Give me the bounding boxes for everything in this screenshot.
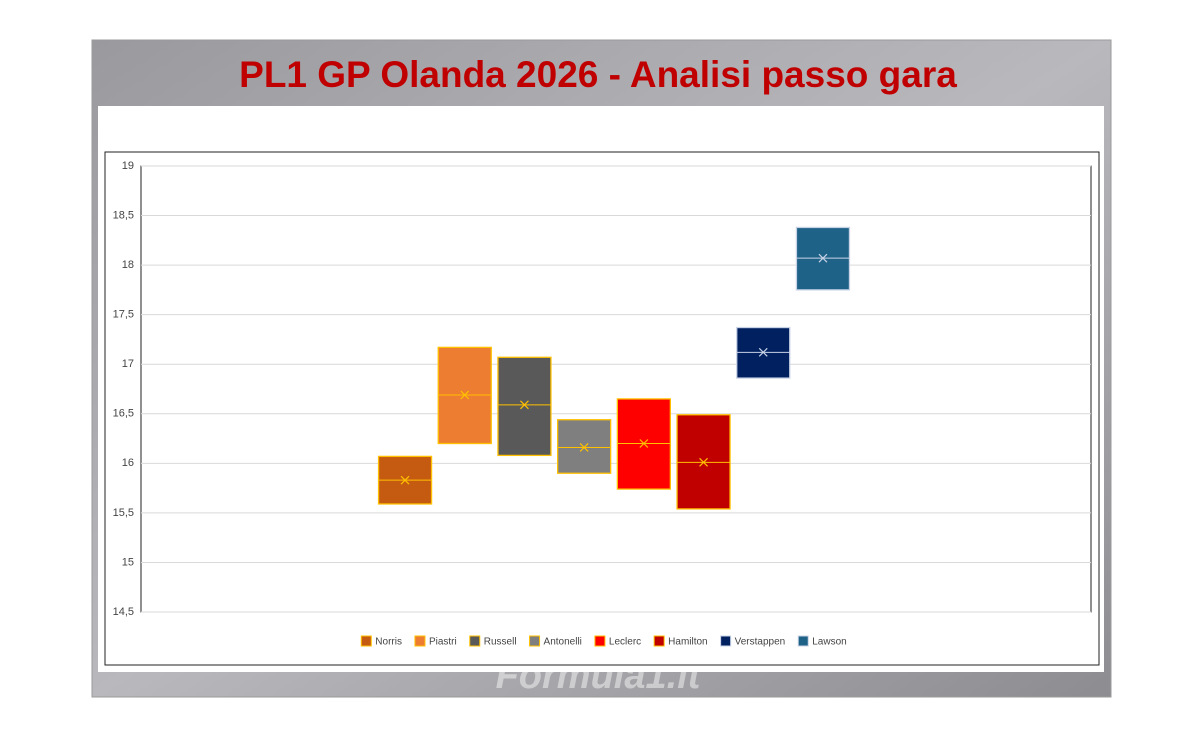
mean-marker: [639, 439, 649, 448]
chart-title: PL1 GP Olanda 2026 - Analisi passo gara: [239, 54, 957, 95]
y-tick-label: 17,5: [113, 309, 134, 321]
chart-border: [104, 151, 1100, 666]
mean-marker: [520, 400, 529, 410]
mean-marker: [460, 390, 470, 400]
box: [497, 356, 552, 457]
legend-swatch: [653, 635, 665, 647]
mean-marker: [400, 475, 410, 485]
mean-marker: [818, 253, 828, 263]
mean-marker: [579, 443, 589, 452]
legend-label: Russell: [484, 637, 517, 648]
y-tick-label: 15: [122, 556, 134, 568]
y-tick-label: 16: [122, 457, 134, 469]
chart-card: [98, 106, 1104, 672]
y-tick-label: 17: [122, 358, 134, 370]
mean-marker: [699, 457, 708, 467]
legend-swatch: [720, 635, 732, 647]
legend-label: Piastri: [429, 637, 457, 648]
legend-swatch: [414, 635, 426, 647]
legend-swatch: [360, 635, 372, 647]
legend-swatch: [594, 635, 606, 647]
legend-label: Norris: [375, 637, 402, 648]
watermark: Formula1.it: [496, 655, 702, 697]
y-tick-label: 19: [122, 160, 134, 172]
legend-label: Verstappen: [735, 637, 786, 648]
legend-label: Hamilton: [668, 637, 707, 648]
legend-swatch: [797, 635, 809, 647]
legend-label: Antonelli: [544, 637, 582, 648]
legend-swatch: [529, 635, 541, 647]
legend-swatch: [469, 635, 481, 647]
y-tick-label: 15,5: [113, 507, 134, 519]
legend-label: Leclerc: [609, 637, 641, 648]
y-tick-label: 16,5: [113, 408, 134, 420]
legend-label: Lawson: [812, 637, 846, 648]
y-tick-label: 18,5: [113, 209, 134, 221]
y-tick-label: 18: [122, 259, 134, 271]
box: [557, 419, 612, 474]
y-tick-label: 14,5: [113, 606, 134, 618]
mean-marker: [758, 347, 768, 357]
